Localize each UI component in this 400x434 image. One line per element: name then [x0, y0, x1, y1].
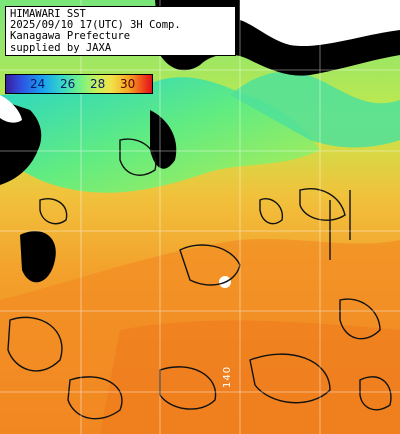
colorbar-tick-26: 26 [60, 77, 76, 91]
cloud-west [0, 95, 22, 123]
title-block: HIMAWARI SST 2025/09/10 17(UTC) 3H Comp.… [5, 6, 236, 56]
colorbar-tick-30: 30 [120, 77, 136, 91]
colorbar-tick-28: 28 [90, 77, 106, 91]
longitude-label: 140 [222, 365, 233, 388]
title-region: Kanagawa Prefecture [10, 30, 131, 43]
title-product: HIMAWARI SST [10, 8, 86, 20]
title-credit: supplied by JAXA [10, 41, 112, 54]
temperature-colorbar: 24 26 28 30 [5, 74, 153, 94]
colorbar-tick-24: 24 [30, 77, 46, 91]
land-island [20, 231, 56, 283]
title-datetime: 2025/09/10 17(UTC) 3H Comp. [10, 19, 181, 32]
coastal-cool-water [230, 71, 400, 148]
cloud-mask-contours [7, 138, 392, 420]
land-peninsula [150, 110, 177, 169]
